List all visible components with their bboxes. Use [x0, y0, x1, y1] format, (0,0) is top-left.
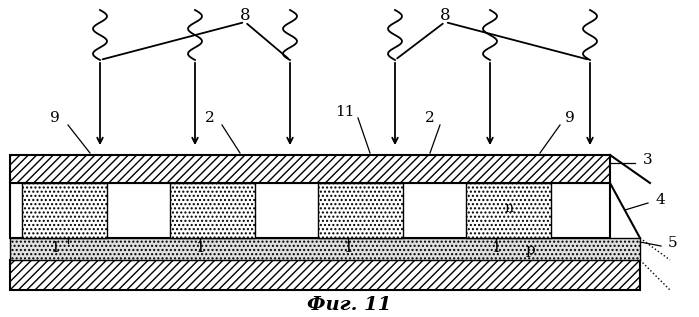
Text: Фиг. 11: Фиг. 11: [307, 296, 391, 314]
Text: 1: 1: [195, 241, 205, 255]
Bar: [170, 183, 255, 238]
Bar: [10, 155, 610, 183]
Text: 9: 9: [50, 111, 60, 125]
Text: 8: 8: [440, 7, 450, 23]
Text: 9: 9: [565, 111, 575, 125]
Text: p: p: [525, 243, 535, 257]
Bar: [318, 183, 403, 238]
Text: 8: 8: [240, 7, 250, 23]
Bar: [10, 238, 640, 260]
Text: n: n: [505, 201, 514, 215]
Text: 1: 1: [50, 241, 60, 255]
Text: 11: 11: [336, 105, 355, 119]
Bar: [466, 183, 551, 238]
Text: 1: 1: [343, 241, 353, 255]
Text: 5: 5: [668, 236, 677, 250]
Text: 4: 4: [655, 193, 665, 207]
Text: 3: 3: [643, 153, 653, 167]
Text: 1: 1: [491, 241, 501, 255]
Text: 2: 2: [425, 111, 435, 125]
Bar: [10, 183, 610, 238]
Text: 2: 2: [205, 111, 215, 125]
Bar: [22, 183, 107, 238]
Bar: [10, 260, 640, 290]
